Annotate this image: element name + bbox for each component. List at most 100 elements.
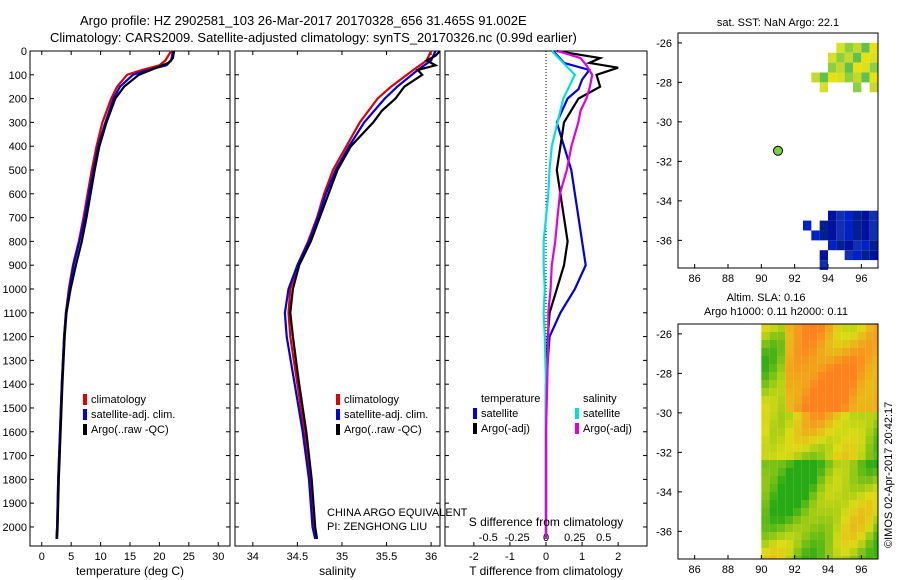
sla-cell <box>761 524 770 532</box>
sla_map-xtick-label: 88 <box>722 564 734 576</box>
sla-cell <box>817 524 826 532</box>
sla-cell <box>825 468 834 476</box>
sla-cell <box>873 324 878 332</box>
sla-cell <box>785 396 794 404</box>
sla-cell <box>785 444 794 452</box>
temperature-legend-swatch <box>83 394 87 405</box>
sla-cell <box>841 492 850 500</box>
sla-cell <box>849 388 858 396</box>
sst-cold-cell <box>836 220 845 231</box>
sla-cell <box>777 556 786 559</box>
sla-cell <box>785 556 794 559</box>
sla-cell <box>873 412 878 420</box>
sla-cell <box>865 492 874 500</box>
sst-cold-cell <box>853 210 862 221</box>
sla-cell <box>825 340 834 348</box>
sla-cell <box>833 324 842 332</box>
sla-cell <box>793 428 802 436</box>
difference-legend-label: satellite <box>583 408 620 420</box>
temperature-xtick-label: 30 <box>212 551 224 563</box>
depth-tick-label: 1300 <box>3 355 27 367</box>
sla-cell <box>777 444 786 452</box>
difference-legend-label: satellite <box>481 408 518 420</box>
sla-cell <box>761 476 770 484</box>
sst_map-ytick-label: -30 <box>656 117 672 129</box>
credit-label: ©IMOS 02-Apr-2017 20:42:17 <box>883 402 895 548</box>
sla-cell <box>865 428 874 436</box>
sla-cell <box>841 332 850 340</box>
sla-cell <box>825 396 834 404</box>
sla-cell <box>857 372 866 380</box>
figure-title-line1: Argo profile: HZ 2902581_103 26-Mar-2017… <box>80 13 527 28</box>
sla-cell <box>873 388 878 396</box>
salinity-axes-box <box>234 50 441 547</box>
sst-cold-cell <box>844 240 853 251</box>
sla-cell <box>801 476 810 484</box>
sla-cell <box>785 420 794 428</box>
sla-cell <box>777 372 786 380</box>
sla-cell <box>873 380 878 388</box>
sla-cell <box>825 492 834 500</box>
sla-cell <box>841 540 850 548</box>
sla-cell <box>817 452 826 460</box>
salinity-series-argo---raw--qc- <box>289 50 441 540</box>
sla-cell <box>817 436 826 444</box>
sla-cell <box>833 388 842 396</box>
salinity-xtick-label: 35 <box>336 551 348 563</box>
depth-tick-label: 900 <box>9 260 27 272</box>
difference-legend-swatch <box>575 423 579 434</box>
sla-cell <box>865 452 874 460</box>
sla-cell <box>801 516 810 524</box>
difference-xtick-label: 2 <box>615 551 621 563</box>
sla-cell <box>793 356 802 364</box>
sla-cell <box>777 332 786 340</box>
sla-cell <box>801 436 810 444</box>
sla-cell <box>817 484 826 492</box>
sla-map-title: Altim. SLA: 0.16 <box>727 292 806 304</box>
sla-cell <box>873 348 878 356</box>
sst-warm-cell <box>853 52 862 63</box>
sla-cell <box>769 380 778 388</box>
temperature-series-argo---raw--qc- <box>56 50 176 539</box>
salinity-legend-label: satellite-adj. clim. <box>344 409 428 421</box>
sla-cell <box>833 508 842 516</box>
sst-warm-cell <box>844 72 853 83</box>
sla-cell <box>865 356 874 364</box>
sla-cell <box>777 388 786 396</box>
sla-cell <box>825 532 834 540</box>
sla-cell <box>841 396 850 404</box>
sst-cold-cell <box>828 240 837 251</box>
sla-cell <box>769 412 778 420</box>
sst-warm-cell <box>828 62 837 73</box>
sla-cell <box>769 332 778 340</box>
difference-legend-title-temperature: temperature <box>481 393 540 405</box>
sla-cell <box>769 388 778 396</box>
sla-cell <box>769 348 778 356</box>
sla-cell <box>849 324 858 332</box>
sla-cell <box>873 404 878 412</box>
sla-cell <box>769 428 778 436</box>
sla-cell <box>769 532 778 540</box>
sla-cell <box>841 460 850 468</box>
salinity-xtick-label: 34 <box>247 551 259 563</box>
sla-cell <box>873 356 878 364</box>
sla-cell <box>849 380 858 388</box>
sla-cell <box>849 412 858 420</box>
temperature-xtick-label: 5 <box>68 551 74 563</box>
sla-cell <box>809 556 818 559</box>
temperature-legend-label: climatology <box>91 394 147 406</box>
sla-cell <box>873 460 878 468</box>
sla-cell <box>849 532 858 540</box>
sla-cell <box>825 420 834 428</box>
sla-cell <box>809 516 818 524</box>
sla-cell <box>801 492 810 500</box>
sla-cell <box>833 364 842 372</box>
sla-cell <box>849 484 858 492</box>
difference-series-s-argo--adj- <box>544 49 594 539</box>
sla-cell <box>793 412 802 420</box>
sla-cell <box>761 428 770 436</box>
sla-cell <box>777 492 786 500</box>
sla-cell <box>817 460 826 468</box>
sla-cell <box>849 372 858 380</box>
sst-warm-cell <box>819 82 828 93</box>
